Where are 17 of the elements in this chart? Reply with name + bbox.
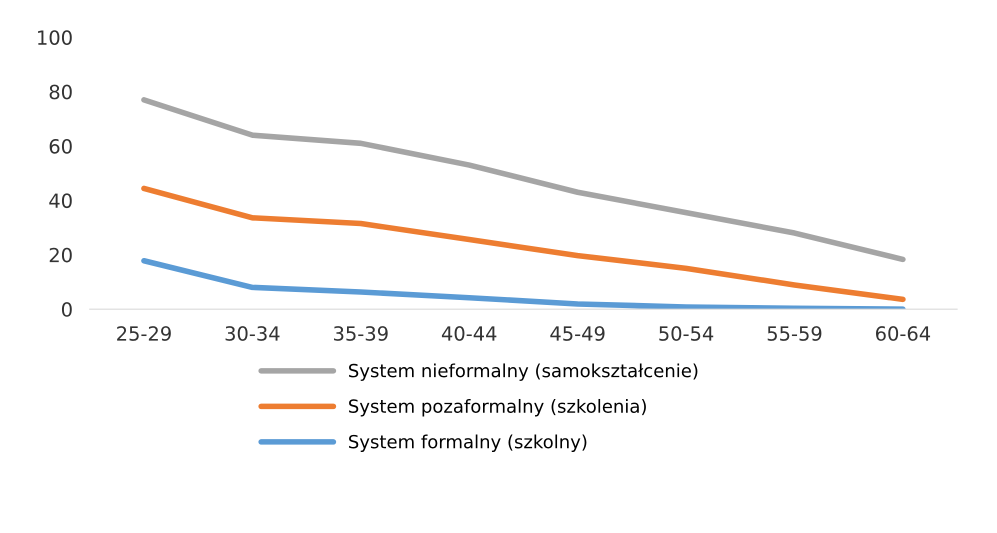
x-tick-label: 50-54: [659, 326, 714, 341]
y-tick-label: 0: [62, 302, 72, 317]
x-tick-label: 45-49: [550, 326, 605, 341]
y-tick-label: 40: [49, 193, 72, 208]
x-tick-label: 55-59: [768, 326, 822, 341]
y-tick-label: 60: [50, 139, 72, 154]
x-tick-label: 60-64: [876, 326, 930, 341]
y-tick-label: 20: [50, 248, 72, 262]
y-tick-label: 100: [38, 30, 72, 45]
legend-label: System nieformalny (samokształcenie): [349, 363, 698, 381]
y-tick-label: 80: [50, 84, 72, 100]
x-tick-label: 40-44: [442, 326, 496, 341]
x-tick-label: 35-39: [334, 326, 388, 341]
legend-label: System formalny (szkolny): [349, 434, 586, 452]
x-tick-label: 30-34: [226, 326, 280, 341]
x-tick-label: 25-29: [117, 326, 171, 341]
legend-label: System pozaformalny (szkolenia): [349, 398, 646, 416]
